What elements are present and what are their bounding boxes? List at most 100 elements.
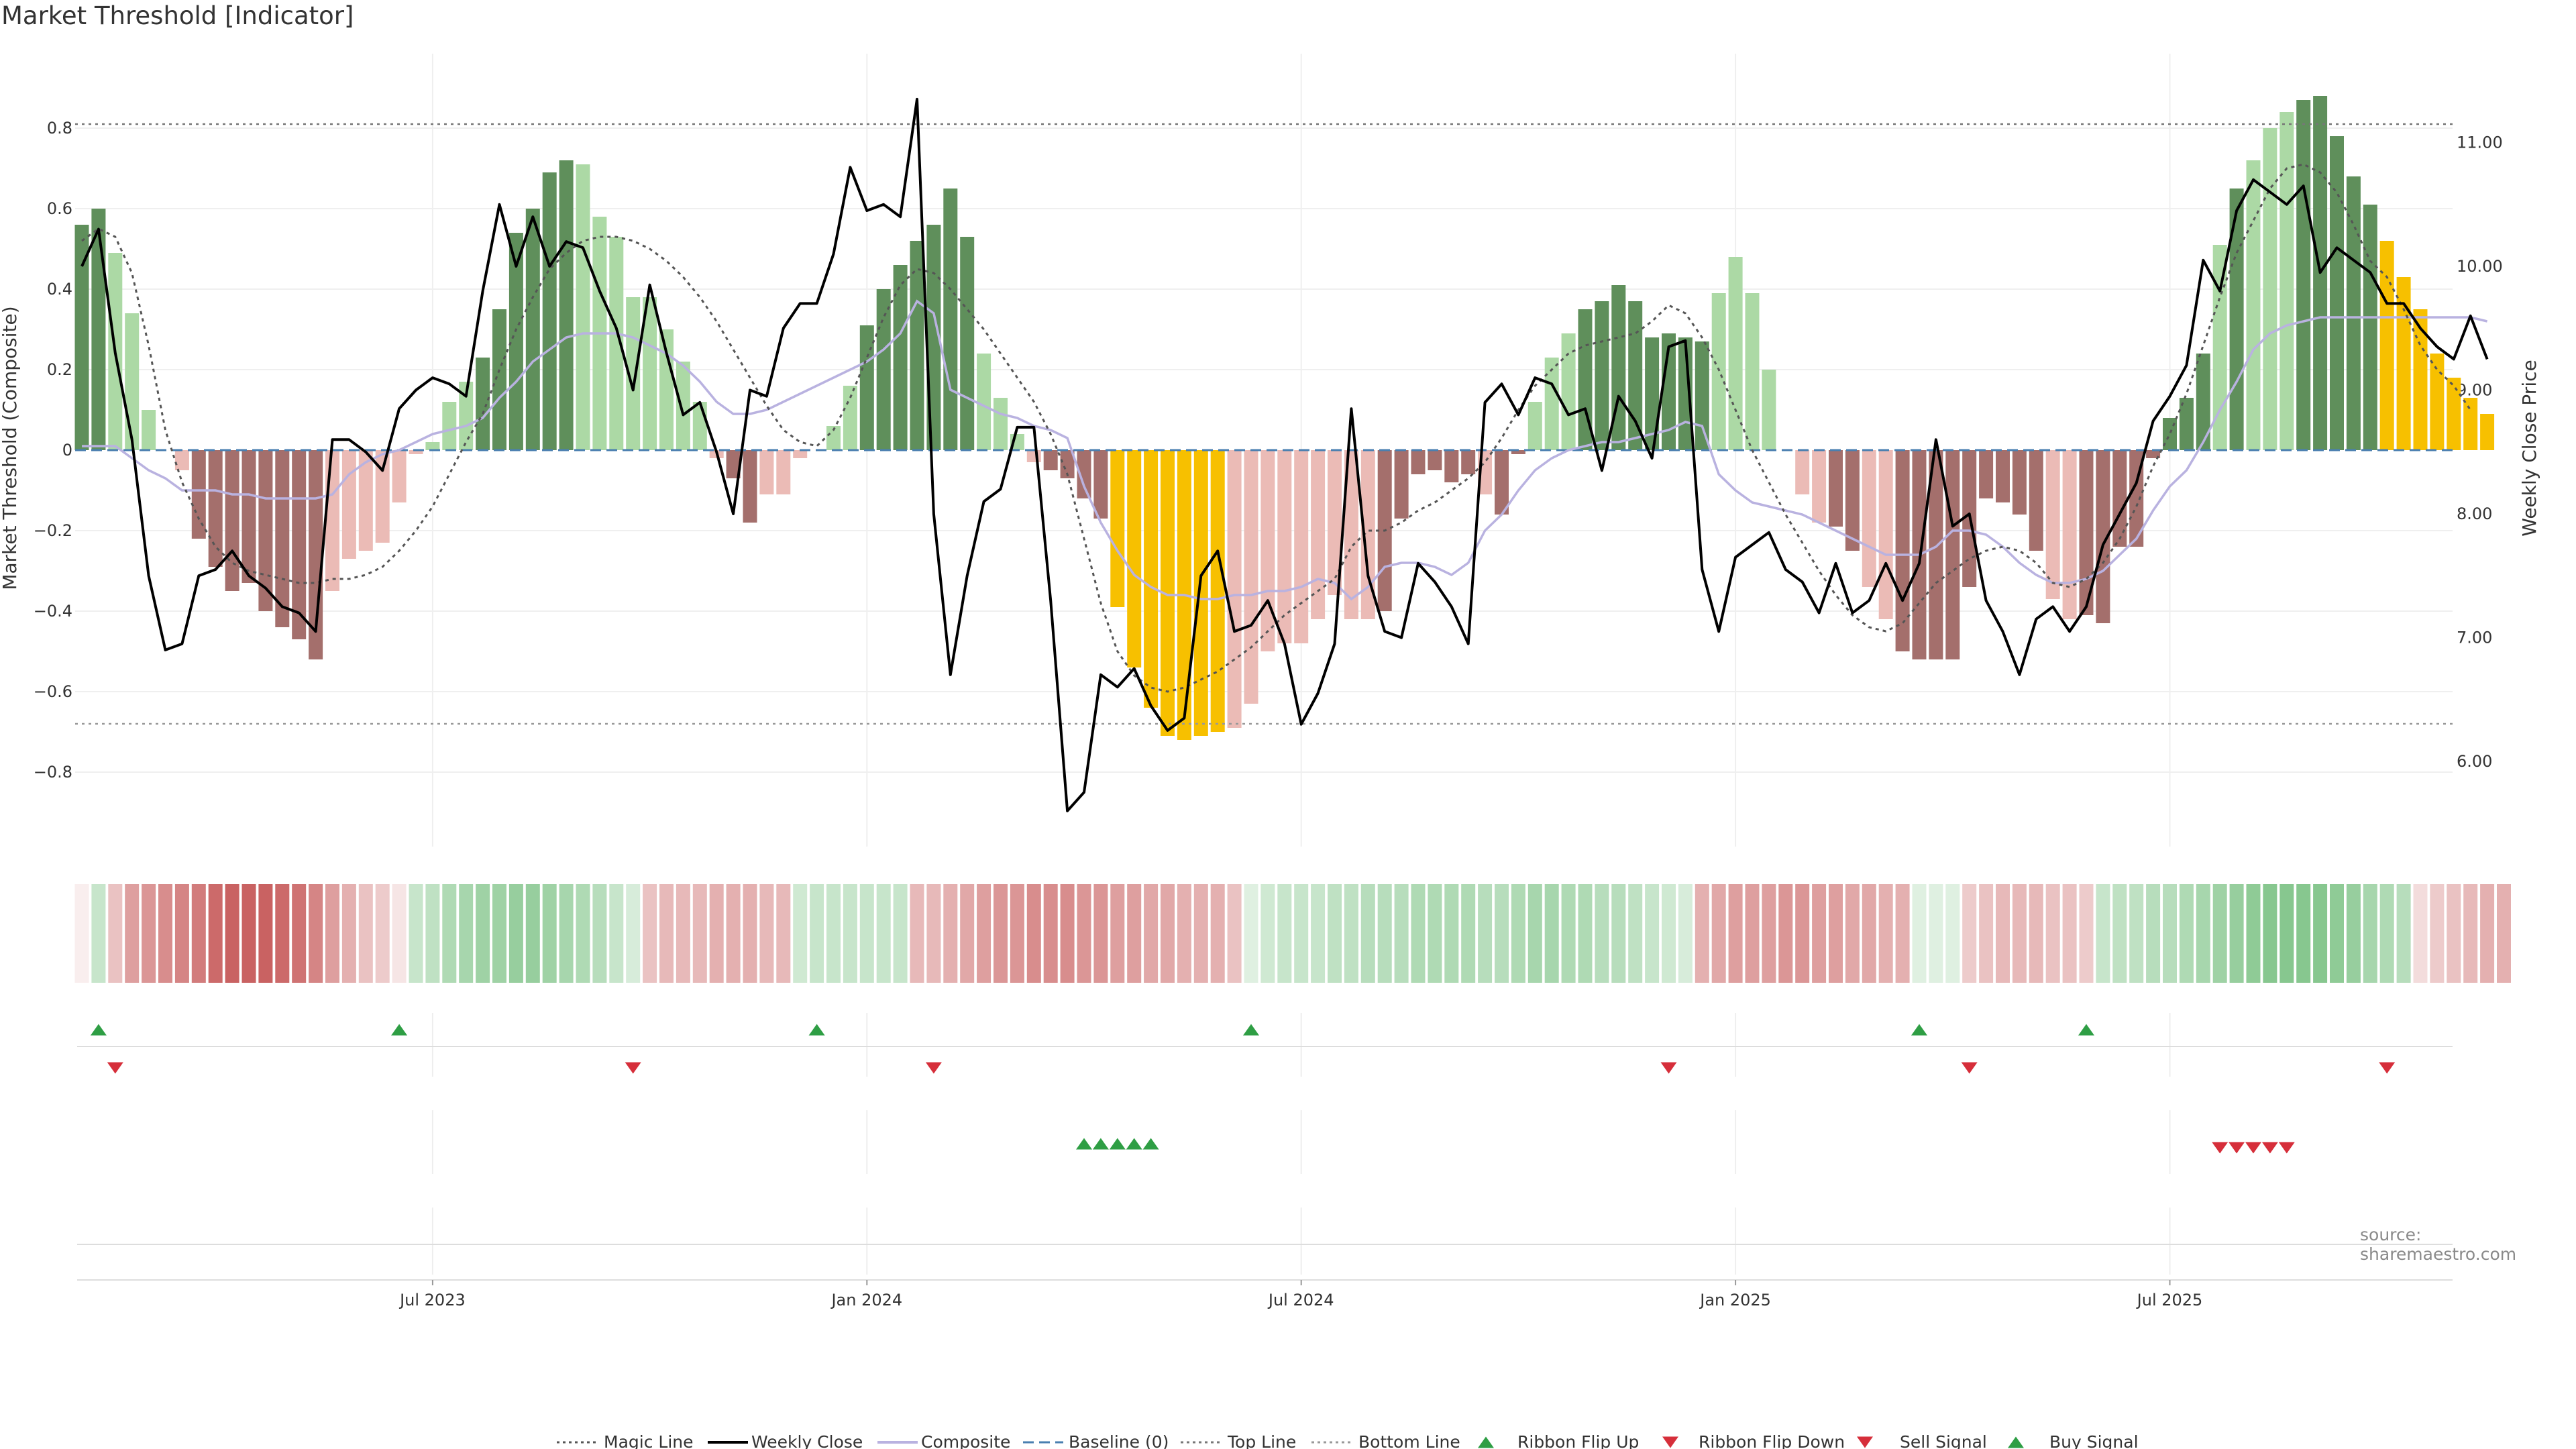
buy-signal-marker [1109,1138,1126,1150]
y-axis-label-left: Market Threshold (Composite) [0,306,21,590]
y-tick-label-left: −0.6 [34,682,72,701]
ribbon-cell [341,884,356,983]
sell-signal-marker [2261,1142,2278,1154]
ribbon-cell [926,884,941,983]
composite-bar [2413,309,2428,450]
ribbon-cell [1544,884,1559,983]
ribbon-cell [1578,884,1593,983]
ribbon-cell [2480,884,2495,983]
ribbon-cell [1394,884,1409,983]
ribbon-cell [1795,884,1810,983]
ribbon-cell [1461,884,1476,983]
composite-bar [609,237,624,450]
ribbon-cell [1728,884,1743,983]
composite-bar [142,410,156,450]
composite-bar [1294,450,1309,643]
ribbon-cell [2062,884,2077,983]
composite-bar [1845,450,1860,551]
ribbon-cell [2079,884,2094,983]
composite-bar [943,189,958,450]
x-tick-label: Jan 2025 [1699,1291,1771,1309]
x-tick-label: Jul 2025 [2136,1291,2203,1309]
ribbon-flip-up-marker [808,1024,825,1036]
ribbon-cell [1311,884,1326,983]
y-tick-label-left: 0.2 [47,360,72,379]
ribbon-cell [1110,884,1125,983]
composite-bar [1611,285,1626,450]
composite-bar [2330,136,2344,450]
ribbon-cell [743,884,757,983]
composite-bar [1311,450,1326,619]
ribbon-cell [960,884,975,983]
ribbon-cell [576,884,590,983]
y-tick-label-left: 0.6 [47,199,72,218]
ribbon-cell [1244,884,1258,983]
composite-bar [1996,450,2010,502]
composite-bar [1043,450,1058,470]
ribbon-cell [2112,884,2127,983]
ribbon-cell [843,884,857,983]
ribbon-cell [776,884,791,983]
ribbon-flip-up-marker [90,1024,107,1036]
ribbon-cell [1511,884,1525,983]
ribbon-cell [1495,884,1509,983]
composite-bar [1026,450,1041,462]
ribbon-cell [2363,884,2377,983]
y-tick-label-left: 0.4 [47,280,72,299]
composite-bar [1795,450,1810,494]
ribbon-cell [542,884,557,983]
ribbon-cell [1778,884,1793,983]
composite-bar [2396,277,2411,450]
legend-label: Weekly Close [751,1432,863,1449]
ribbon-cell [2463,884,2478,983]
composite-bar [1711,293,1726,450]
composite-bar [2430,354,2445,450]
composite-bar [1878,450,1893,619]
ribbon-cell [2196,884,2210,983]
ribbon-cell [709,884,724,983]
composite-bar [325,450,339,591]
y-tick-label-left: 0 [62,441,72,460]
composite-bar [1561,333,1576,450]
ribbon-cell [309,884,323,983]
ribbon-cell [643,884,657,983]
composite-bar [876,289,891,450]
ribbon-cell [1026,884,1041,983]
ribbon-cell [525,884,540,983]
composite-bar [1728,257,1743,450]
ribbon-cell [859,884,874,983]
composite-bar [508,233,523,450]
composite-bar [910,241,924,450]
ribbon-cell [2379,884,2394,983]
x-tick-label: Jan 2024 [830,1291,902,1309]
ribbon-cell [1945,884,1960,983]
ribbon-cell [2179,884,2194,983]
composite-bar [2379,241,2394,450]
composite-bar [1127,450,1142,667]
composite-bar [1829,450,1843,527]
ribbon-cell [208,884,223,983]
ribbon-cell [459,884,474,983]
composite-bar [2363,205,2377,450]
y-tick-label-left: 0.8 [47,119,72,138]
composite-bar [1260,450,1275,651]
composite-bar [2045,450,2060,599]
composite-bar [1394,450,1409,519]
ribbon-cell [2346,884,2361,983]
ribbon-cell [425,884,440,983]
ribbon-cell [1161,884,1175,983]
ribbon-cell [2012,884,2027,983]
buy-signal-marker [1092,1138,1109,1150]
ribbon-cell [1745,884,1760,983]
ribbon-cell [2279,884,2294,983]
composite-bar [275,450,290,627]
y-tick-label-left: −0.2 [34,521,72,540]
composite-bar [476,358,490,450]
ribbon-cell [409,884,423,983]
ribbon-cell [91,884,106,983]
ribbon-flip-down-marker [925,1062,942,1074]
composite-bar [358,450,373,551]
legend-label: Baseline (0) [1069,1432,1169,1449]
composite-bar [492,309,506,450]
buy-signal-marker [1142,1138,1159,1150]
